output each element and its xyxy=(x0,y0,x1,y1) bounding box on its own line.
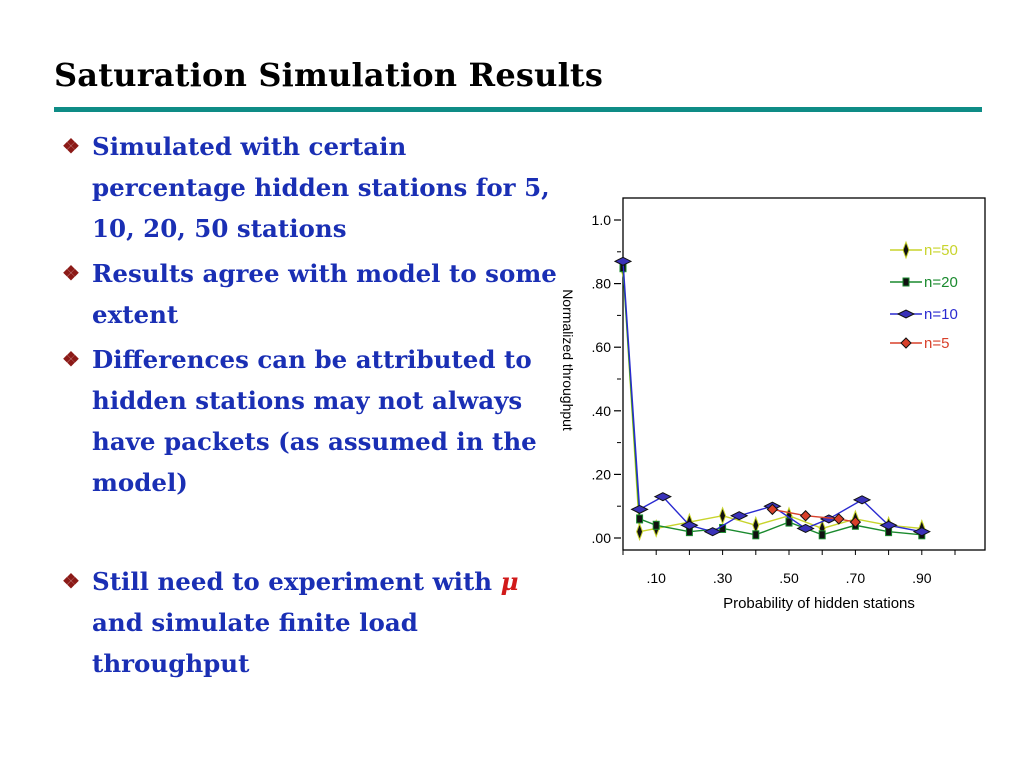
legend-marker-n50 xyxy=(902,240,910,260)
x-tick-label: .50 xyxy=(779,570,799,586)
bullet-item: ❖ Simulated with certain percentage hidd… xyxy=(62,126,562,249)
data-point-n20 xyxy=(719,523,727,533)
data-point-n10 xyxy=(852,495,872,505)
series-line-n5 xyxy=(772,508,856,523)
y-tick-label: .60 xyxy=(592,339,612,355)
legend-marker-n5 xyxy=(900,337,912,349)
x-tick-label: .30 xyxy=(713,570,733,586)
bullet-item: ❖ Still need to experiment with μ and si… xyxy=(62,561,562,684)
data-point-n50 xyxy=(636,522,644,542)
data-point-n5 xyxy=(766,503,779,516)
plot-frame xyxy=(622,197,986,551)
data-point-n10 xyxy=(912,527,931,537)
bullet-text: Differences can be attributed to hidden … xyxy=(92,345,537,497)
bullet-text: Still need to experiment with μ and simu… xyxy=(92,561,562,684)
bullet-text: Simulated with certain percentage hidden… xyxy=(92,132,550,243)
diamond-bullet-icon: ❖ xyxy=(62,569,80,593)
diamond-bullet-icon: ❖ xyxy=(62,134,80,158)
bullet-list: ❖ Simulated with certain percentage hidd… xyxy=(62,126,562,684)
legend-label-n50: n=50 xyxy=(924,242,958,259)
legend-label-n20: n=20 xyxy=(924,274,958,291)
y-tick-label: 1.0 xyxy=(592,212,612,228)
data-point-n5 xyxy=(849,516,862,528)
bullet-item: ❖ Differences can be attributed to hidde… xyxy=(62,339,562,503)
mu-symbol: μ xyxy=(500,567,519,596)
title-rule xyxy=(54,107,982,112)
y-tick-label: .40 xyxy=(592,403,612,419)
data-point-n10 xyxy=(703,527,722,537)
data-point-n20 xyxy=(752,530,760,540)
diamond-bullet-icon: ❖ xyxy=(62,347,80,371)
data-point-n10 xyxy=(680,520,699,530)
y-tick-label: .80 xyxy=(592,276,612,292)
data-point-n10 xyxy=(630,504,649,514)
x-tick-label: .90 xyxy=(912,570,932,586)
data-point-n20 xyxy=(636,514,644,524)
y-axis-label: Normalized throughput xyxy=(560,289,576,431)
data-point-n10 xyxy=(796,523,815,534)
legend-marker-n10 xyxy=(896,309,916,319)
x-tick-label: .10 xyxy=(646,570,666,586)
x-tick-label: .70 xyxy=(846,570,866,586)
series-line-n50 xyxy=(622,267,922,533)
data-point-n50 xyxy=(719,506,727,526)
data-point-n5 xyxy=(833,513,845,525)
legend-marker-n20 xyxy=(902,277,910,287)
bullet-text-after: and simulate finite load throughput xyxy=(92,608,418,678)
data-point-n5 xyxy=(799,510,812,522)
diamond-bullet-icon: ❖ xyxy=(62,261,80,285)
data-point-n20 xyxy=(818,530,826,540)
x-axis-label: Probability of hidden stations xyxy=(723,595,915,612)
data-point-n10 xyxy=(613,256,633,266)
data-point-n10 xyxy=(730,511,749,521)
bullet-text: Results agree with model to some extent xyxy=(92,259,557,329)
data-point-n10 xyxy=(653,492,672,502)
data-point-n10 xyxy=(879,520,898,530)
slide-title: Saturation Simulation Results xyxy=(54,56,604,94)
throughput-chart: .00 .20 .40 .60 .80 1.0 .10 .30 .50 .70 .90 Probabi… xyxy=(560,197,986,612)
bullet-item: ❖ Results agree with model to some exten… xyxy=(62,253,562,335)
y-tick-label: .00 xyxy=(592,530,612,546)
data-point-n20 xyxy=(652,520,660,530)
legend-label-n10: n=10 xyxy=(924,306,958,323)
y-tick-label: .20 xyxy=(592,466,612,482)
bullet-text-before: Still need to experiment with xyxy=(92,567,493,596)
legend-label-n5: n=5 xyxy=(924,335,949,352)
series-line-n10 xyxy=(622,261,922,533)
